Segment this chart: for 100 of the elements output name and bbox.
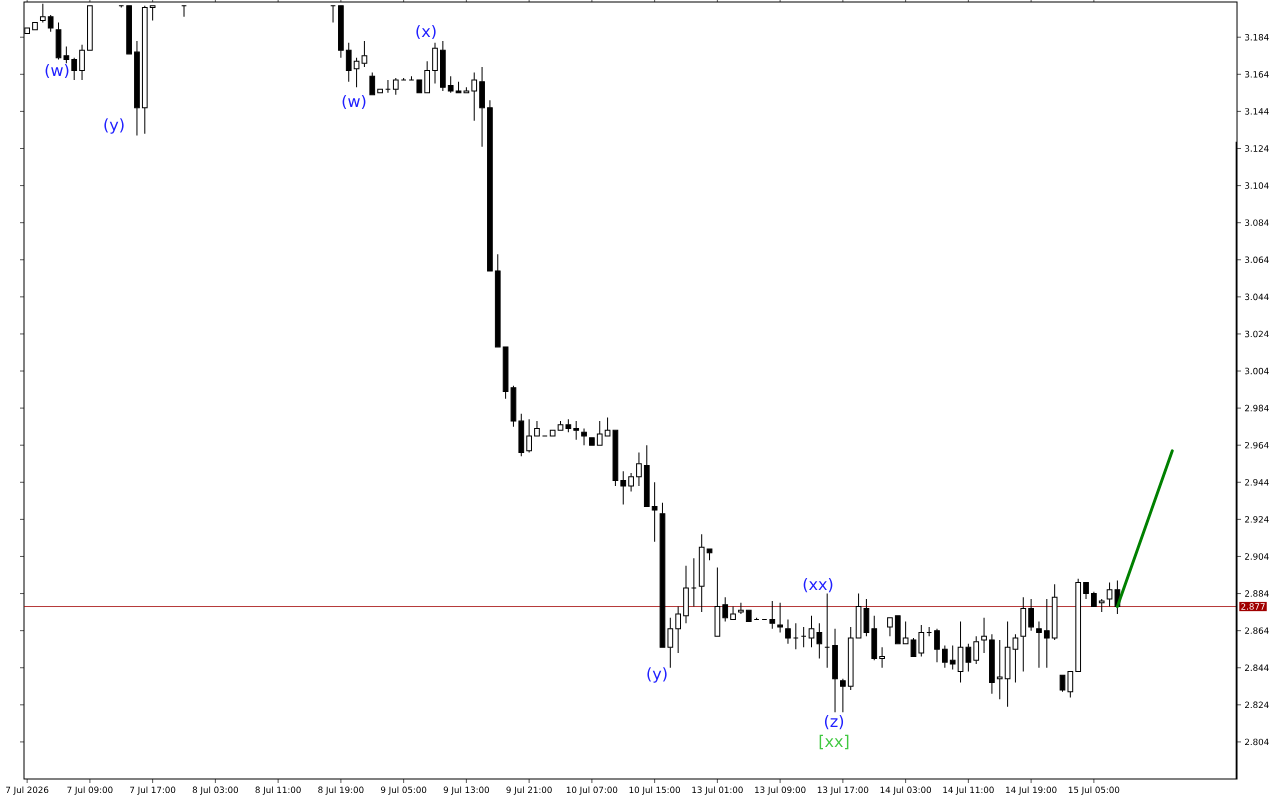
candlestick [887, 617, 893, 637]
candlestick [589, 437, 595, 446]
candlestick [440, 40, 446, 92]
candlestick [1091, 591, 1097, 608]
annotation: (w) [342, 94, 366, 110]
candlestick [643, 444, 650, 507]
annotation: (z) [824, 714, 844, 730]
candlestick [377, 88, 383, 94]
x-tick-label: 7 Jul 09:00 [67, 786, 113, 795]
candlestick [573, 420, 580, 441]
candlestick [1020, 596, 1027, 672]
candlestick [996, 639, 1003, 700]
x-tick-label: 8 Jul 11:00 [255, 786, 301, 795]
candlestick [659, 502, 666, 648]
candlestick [745, 609, 752, 622]
candlestick [487, 99, 493, 272]
y-tick-label: 3.044 [1245, 293, 1269, 301]
annotation: (y) [104, 118, 124, 134]
y-tick-label: 3.004 [1245, 367, 1269, 375]
y-tick-label: 3.164 [1245, 71, 1269, 78]
y-tick-label: 3.104 [1245, 182, 1269, 189]
x-tick-label: 7 Jul 17:00 [130, 786, 176, 795]
candlestick [126, 5, 132, 55]
candlestick [879, 646, 885, 669]
candlestick [989, 633, 995, 695]
x-tick-label: 9 Jul 13:00 [443, 786, 490, 795]
y-tick-label: 2.864 [1245, 627, 1269, 634]
candlestick [706, 548, 713, 561]
y-tick-label: 2.804 [1245, 738, 1269, 746]
annotation: (w) [45, 63, 69, 79]
y-tick-label: 3.084 [1245, 219, 1269, 226]
candlestick [369, 71, 376, 96]
candlestick [636, 452, 642, 487]
candlestick [424, 60, 431, 94]
y-tick-label: 2.884 [1245, 590, 1269, 597]
x-tick-label: 10 Jul 07:00 [566, 786, 618, 795]
candlestick [620, 470, 627, 506]
candlestick [690, 557, 697, 608]
annotation: [xx] [819, 734, 849, 750]
x-tick-label: 13 Jul 01:00 [692, 786, 743, 795]
candlestick [714, 567, 721, 637]
y-tick-label: 2.844 [1245, 664, 1269, 672]
candlestick [534, 420, 540, 437]
candlestick [471, 71, 478, 122]
y-tick-label: 3.184 [1245, 33, 1269, 41]
x-tick-label: 15 Jul 05:00 [1068, 786, 1120, 795]
ref-line-label: 2.877 [1241, 603, 1265, 610]
y-tick-label: 3.024 [1245, 330, 1269, 338]
x-tick-label: 13 Jul 09:00 [755, 786, 806, 795]
x-tick-label: 14 Jul 11:00 [943, 786, 994, 795]
annotation: (x) [416, 24, 436, 40]
annotation: (xx) [803, 577, 833, 593]
candlestick [934, 628, 940, 663]
candlestick [698, 533, 705, 613]
candlestick [479, 66, 485, 148]
x-tick-label: 14 Jul 03:00 [880, 786, 932, 795]
y-tick-label: 3.144 [1245, 108, 1269, 115]
x-tick-label: 9 Jul 05:00 [380, 786, 427, 795]
candlestick [777, 602, 783, 633]
candlestick [549, 429, 556, 437]
y-tick-label: 2.904 [1245, 553, 1269, 560]
annotation: (y) [647, 667, 667, 683]
x-tick-label: 13 Jul 17:00 [817, 786, 869, 795]
candlestick [416, 79, 423, 94]
candlestick [581, 428, 587, 446]
candlestick [628, 472, 634, 493]
candlestick [432, 42, 438, 85]
candlestick [345, 42, 352, 83]
candlestick [651, 481, 658, 543]
candlestick [87, 5, 93, 51]
candlestick [1083, 581, 1089, 600]
candlestick [79, 44, 85, 81]
x-tick-label: 10 Jul 15:00 [629, 786, 681, 795]
y-tick-label: 3.064 [1245, 256, 1269, 264]
candlestick [840, 678, 846, 713]
y-tick-label: 2.964 [1245, 441, 1269, 449]
candlestick [667, 617, 674, 669]
candlestick [338, 5, 344, 59]
x-tick-label: 8 Jul 19:00 [318, 786, 364, 795]
y-tick-label: 2.824 [1245, 701, 1269, 709]
candlestick [526, 418, 532, 454]
candlestick [149, 5, 156, 22]
y-tick-label: 3.124 [1245, 145, 1269, 152]
y-tick-label: 2.924 [1245, 516, 1269, 523]
candlestick [785, 619, 791, 645]
candlestick [832, 628, 838, 713]
candlestick [494, 253, 501, 348]
candlestick [134, 40, 140, 137]
candlestick [981, 617, 987, 654]
y-tick-label: 2.944 [1245, 479, 1269, 486]
candlestick [792, 622, 799, 650]
x-tick-label: 9 Jul 21:00 [506, 786, 552, 795]
candlestick [738, 602, 744, 615]
candlestick [1028, 598, 1034, 632]
candlestick [1036, 620, 1042, 669]
candlestick [596, 420, 603, 446]
x-tick-label: 7 Jul 2026 [6, 786, 49, 795]
x-tick-label: 14 Jul 19:00 [1006, 786, 1057, 795]
y-tick-label: 2.984 [1245, 404, 1269, 412]
candlestick [730, 606, 736, 621]
